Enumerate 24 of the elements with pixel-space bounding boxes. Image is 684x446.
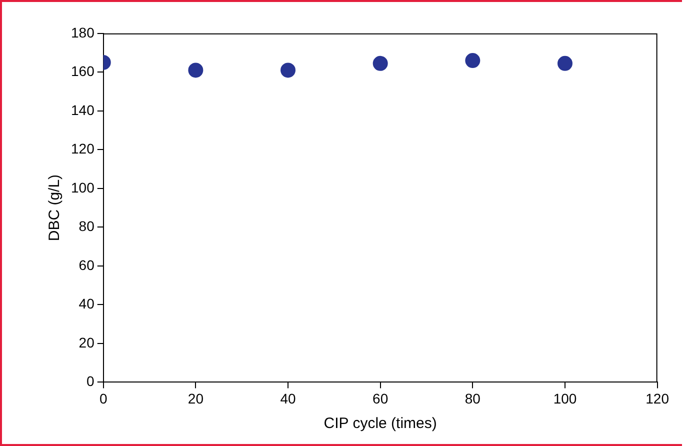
x-tick-label: 120 bbox=[646, 390, 670, 406]
point bbox=[280, 62, 296, 78]
point bbox=[465, 53, 480, 68]
point bbox=[372, 56, 388, 71]
x-tick-label: 0 bbox=[99, 390, 108, 406]
y-tick-label: 140 bbox=[71, 102, 95, 118]
y-tick-label: 0 bbox=[86, 373, 95, 390]
x-tick-label: 80 bbox=[464, 390, 481, 406]
y-tick-label: 40 bbox=[78, 296, 95, 312]
point bbox=[188, 62, 204, 78]
x-tick-label: 60 bbox=[372, 390, 388, 406]
y-tick-label: 60 bbox=[78, 256, 95, 273]
y-tick-label: 120 bbox=[71, 140, 95, 157]
x-axis-title: CIP cycle (times) bbox=[324, 415, 437, 432]
y-tick-label: 20 bbox=[78, 334, 95, 350]
y-axis-title: DBC (g/L) bbox=[46, 174, 64, 242]
y-tick-label: 80 bbox=[78, 218, 95, 234]
x-tick-label: 40 bbox=[280, 390, 296, 406]
x-tick-label: 20 bbox=[188, 390, 204, 406]
x-tick-label: 100 bbox=[553, 390, 577, 406]
y-tick-label: 160 bbox=[71, 63, 95, 80]
y-tick-label: 100 bbox=[71, 179, 95, 196]
point bbox=[557, 56, 572, 71]
y-tick-label: 180 bbox=[71, 24, 95, 40]
